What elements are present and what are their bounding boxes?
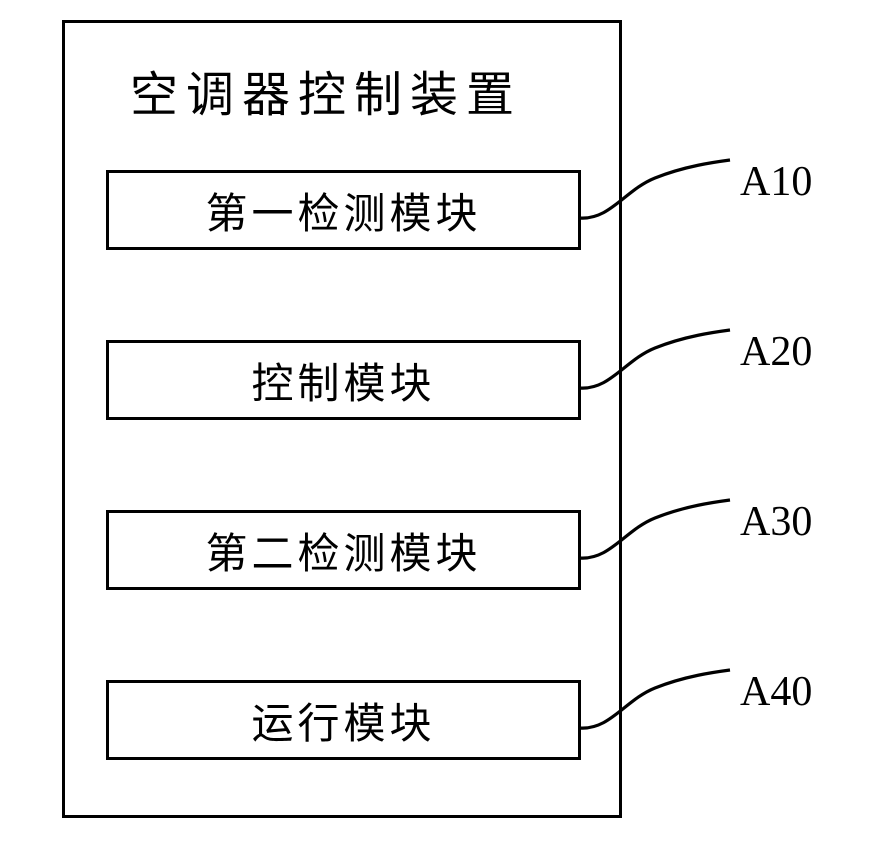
module-A30: 第二检测模块 xyxy=(106,510,581,590)
module-A10-label: 第一检测模块 xyxy=(205,180,481,241)
module-A20-label: 控制模块 xyxy=(251,350,435,411)
module-A40: 运行模块 xyxy=(106,680,581,760)
module-A30-label: 第二检测模块 xyxy=(205,520,481,581)
diagram-title: 空调器控制装置 xyxy=(130,55,522,125)
label-A30: A30 xyxy=(740,498,812,546)
label-A20: A20 xyxy=(740,328,812,376)
label-A10: A10 xyxy=(740,158,812,206)
label-A40: A40 xyxy=(740,668,812,716)
module-A20: 控制模块 xyxy=(106,340,581,420)
module-A40-label: 运行模块 xyxy=(251,690,435,751)
diagram-canvas: 空调器控制装置 第一检测模块 控制模块 第二检测模块 运行模块 A10 A20 … xyxy=(0,0,884,841)
module-A10: 第一检测模块 xyxy=(106,170,581,250)
